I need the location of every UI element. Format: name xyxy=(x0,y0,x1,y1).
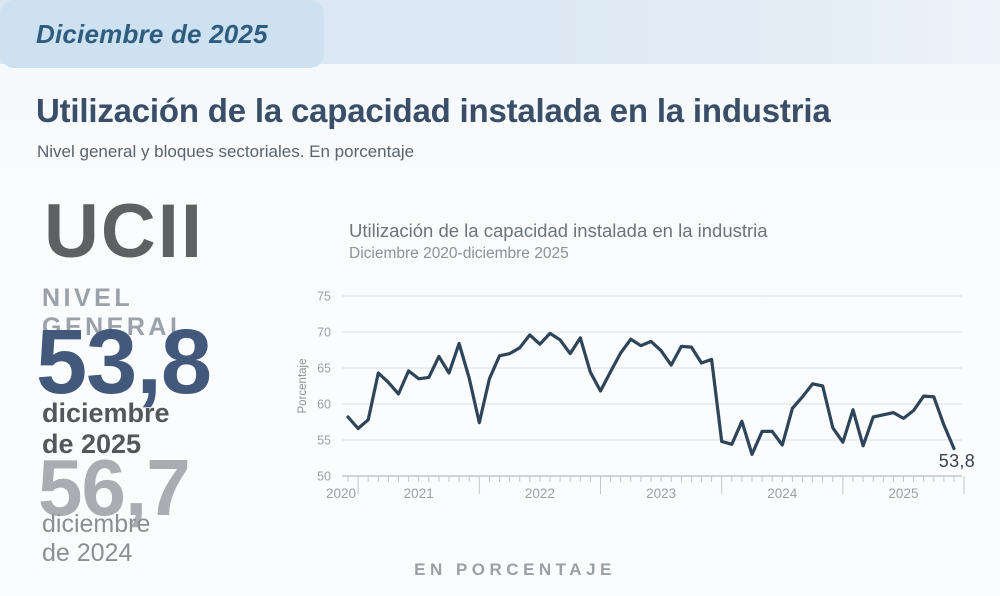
footer-unit-label: EN PORCENTAJE xyxy=(414,560,616,579)
line-chart-plot: 75 70 65 60 55 50 2020 2021 2022 2023 2024 2025 Porc… xyxy=(297,290,965,501)
capacity-utilization-chart: Utilización de la capacidad instalada en… xyxy=(290,212,1000,522)
previous-value: 56,7 xyxy=(38,443,191,532)
x-year-label: 2025 xyxy=(888,486,918,501)
previous-value-date: diciembre de 2024 xyxy=(42,510,151,567)
x-year-label: 2023 xyxy=(646,486,676,501)
y-tick-label: 75 xyxy=(317,290,331,304)
x-year-label: 2022 xyxy=(525,486,555,501)
y-tick-label: 55 xyxy=(317,434,331,448)
page-subtitle: Nivel general y bloques sectoriales. En … xyxy=(37,142,415,161)
last-point-label: 53,8 xyxy=(938,451,975,471)
x-year-label: 2020 xyxy=(326,486,356,501)
report-date-badge: Diciembre de 2025 xyxy=(0,0,324,68)
current-value-date: diciembre de 2025 xyxy=(42,398,170,459)
y-tick-label: 50 xyxy=(317,470,331,484)
indicator-level-label: NIVEL GENERAL xyxy=(42,284,189,341)
y-axis-title: Porcentaje xyxy=(297,359,309,414)
chart-title: Utilización de la capacidad instalada en… xyxy=(349,220,768,241)
chart-subtitle: Diciembre 2020-diciembre 2025 xyxy=(349,245,569,262)
page-title: Utilización de la capacidad instalada en… xyxy=(36,92,831,129)
ucii-series-line xyxy=(346,331,956,456)
y-tick-label: 65 xyxy=(317,362,331,376)
y-tick-label: 70 xyxy=(317,326,331,340)
current-value: 53,8 xyxy=(36,311,212,413)
report-date-label: Diciembre de 2025 xyxy=(36,18,268,49)
x-year-label: 2021 xyxy=(404,486,434,501)
y-tick-label: 60 xyxy=(317,398,331,412)
x-year-label: 2024 xyxy=(767,486,798,501)
indicator-acronym: UCII xyxy=(44,189,204,274)
